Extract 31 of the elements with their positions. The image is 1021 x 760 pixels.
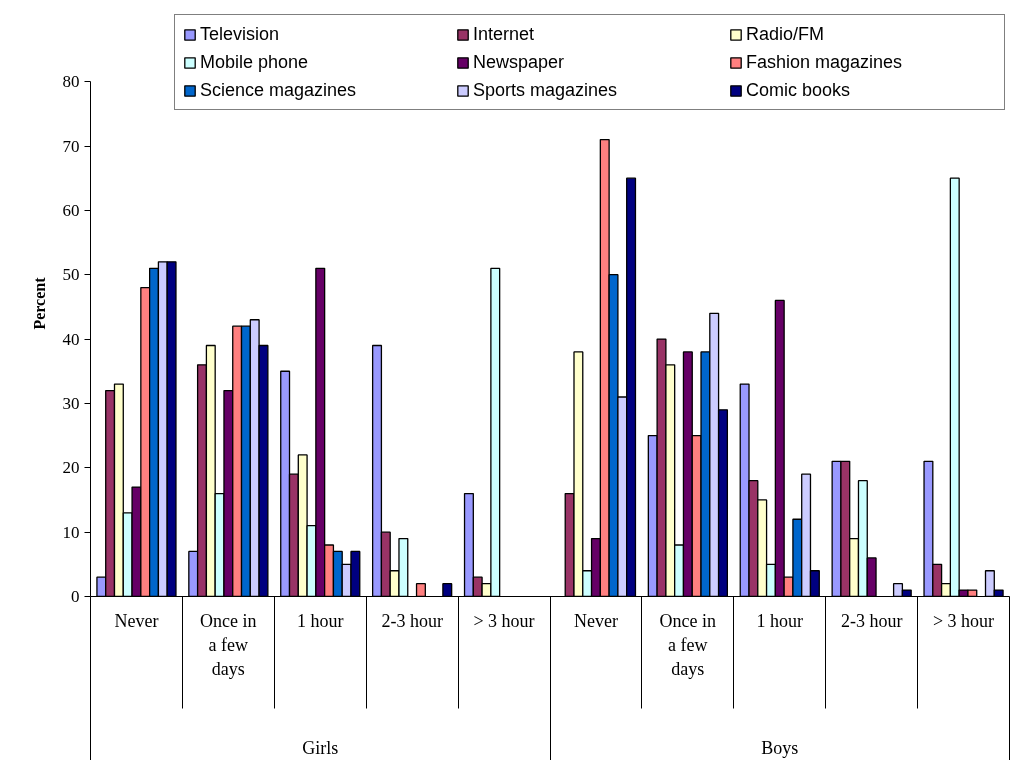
legend-label: Fashion magazines [746, 51, 904, 73]
x-tick-label: Once in a few days [659, 610, 717, 679]
y-axis-title: Percent [30, 276, 48, 330]
legend-label: Mobile phone [200, 51, 310, 73]
x-tick-label: 1 hour [756, 610, 803, 631]
y-tick-label: 80 [62, 72, 80, 92]
text: Boys [761, 737, 799, 758]
legend-label: Newspaper [473, 51, 566, 73]
x-tick-label: Never [114, 610, 159, 631]
y-tick-label: 70 [62, 136, 80, 156]
legend-label: Sports magazines [473, 79, 619, 101]
y-tick-label: 40 [62, 329, 80, 349]
legend-label: Radio/FM [746, 23, 826, 45]
y-tick-label: 0 [71, 587, 80, 606]
y-tick-label: 20 [62, 458, 80, 478]
x-tick-label: > 3 hour [932, 610, 995, 631]
y-tick-label: 10 [62, 522, 80, 542]
legend-label: Internet [473, 23, 536, 45]
y-tick-label: 30 [62, 393, 80, 413]
x-tick-label: 2-3 hour [381, 610, 443, 631]
legend-label: Television [200, 23, 281, 45]
x-tick-label: 1 hour [297, 610, 344, 631]
x-tick-label: Once in a few days [200, 610, 257, 679]
x-tick-label: Never [573, 610, 618, 631]
x-tick-label: > 3 hour [473, 610, 535, 631]
y-tick-label: 60 [62, 200, 80, 220]
legend-label: Science magazines [200, 79, 358, 101]
y-tick-label: 50 [62, 265, 80, 285]
x-tick-label: 2-3 hour [840, 610, 903, 631]
legend-label: Comic books [746, 79, 852, 101]
text: Girls [302, 737, 339, 758]
